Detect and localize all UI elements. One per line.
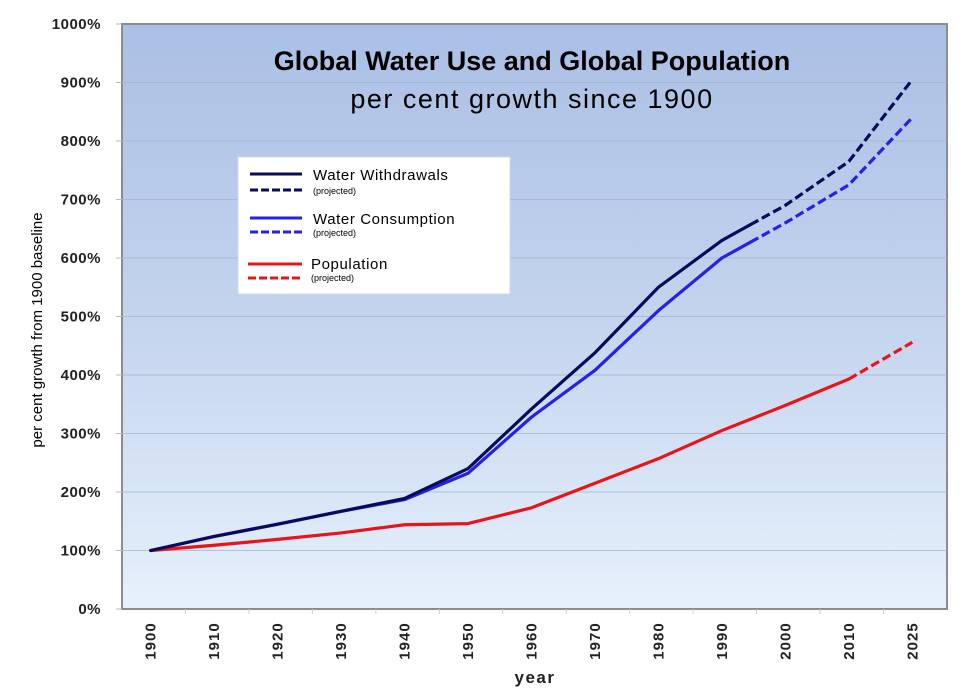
series-line-population: [149, 377, 851, 553]
legend-label-consumption: Water Consumption: [313, 211, 455, 228]
y-axis-label: per cent growth from 1900 baseline: [29, 212, 46, 447]
x-tick-label: 1900: [143, 622, 160, 659]
legend-box: [237, 156, 511, 295]
x-tick-label: 1910: [206, 622, 223, 659]
legend-label-population: Population: [311, 256, 388, 273]
y-tick-label: 100%: [61, 543, 101, 560]
y-tick-label: 200%: [61, 484, 101, 501]
legend-sublabel-consumption: (projected): [313, 228, 356, 238]
y-tick-label: 400%: [61, 367, 101, 384]
x-tick-label: 1950: [460, 622, 477, 659]
chart-subtitle: per cent growth since 1900: [350, 84, 713, 114]
chart-title: Global Water Use and Global Population: [274, 46, 791, 76]
series-line-water-consumption-projected: [749, 116, 914, 244]
y-tick-label: 1000%: [52, 16, 101, 33]
y-tick-label: 300%: [61, 426, 101, 443]
x-tick-label: 2010: [841, 622, 858, 659]
x-axis-ticks: 1900 1910 1920 1930 1940 1950 1960 1970 1980 1990…: [143, 609, 921, 660]
legend: Water Withdrawals (projected) Water Cons…: [237, 156, 511, 295]
x-tick-label: 1940: [397, 622, 414, 659]
x-tick-label: 1930: [333, 622, 350, 659]
y-tick-label: 900%: [61, 75, 101, 92]
series-line-water-withdrawals-projected: [749, 78, 914, 227]
y-tick-label: 800%: [61, 133, 101, 150]
x-tick-label: 2025: [904, 622, 921, 659]
y-tick-label: 600%: [61, 250, 101, 267]
legend-sublabel-population: (projected): [311, 273, 354, 283]
y-tick-label: 500%: [61, 309, 101, 326]
y-axis-ticks: 0% 100% 200% 300% 400% 500% 600% 700% 800% 900% 10…: [52, 16, 122, 618]
x-tick-label: 1970: [587, 622, 604, 659]
x-tick-label: 1980: [650, 622, 667, 659]
x-axis-label: year: [515, 668, 556, 687]
legend-sublabel-withdrawals: (projected): [313, 186, 356, 196]
legend-label-withdrawals: Water Withdrawals: [313, 167, 449, 184]
y-tick-label: 700%: [61, 192, 101, 209]
y-tick-label: 0%: [78, 601, 101, 618]
x-tick-label: 1960: [524, 622, 541, 659]
series-lines: [149, 78, 914, 553]
gridlines: [122, 82, 947, 551]
x-tick-label: 2000: [777, 622, 794, 659]
x-tick-label: 1990: [714, 622, 731, 659]
x-tick-label: 1920: [270, 622, 287, 659]
